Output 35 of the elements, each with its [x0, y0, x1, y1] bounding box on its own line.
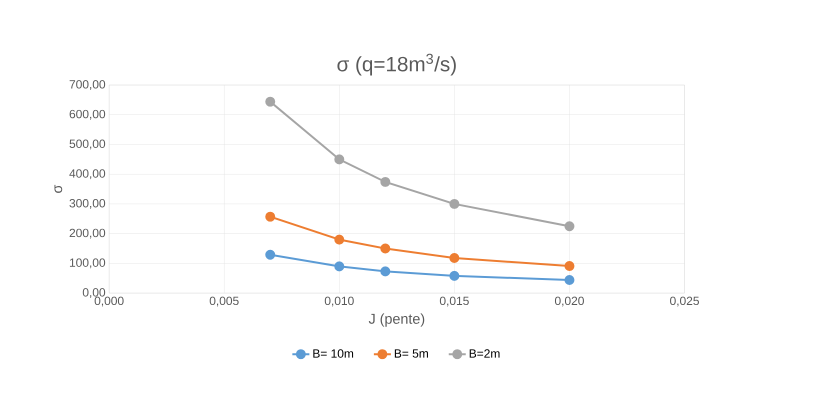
legend-label: B= 10m — [313, 349, 354, 358]
y-tick-label: 700,00 — [70, 80, 106, 90]
point — [449, 198, 460, 209]
y-tick-label: 600,00 — [70, 110, 106, 120]
y-tick-label: 300,00 — [70, 198, 106, 209]
x-axis-title: J (pente) — [368, 313, 424, 327]
x-tick-label: 0,020 — [554, 296, 584, 306]
point — [380, 176, 390, 187]
y-tick-label: 500,00 — [70, 140, 106, 150]
legend-label: B= 5m — [394, 349, 428, 358]
x-tick-label: 0,015 — [440, 296, 469, 306]
point — [449, 270, 460, 281]
y-tick-label: 0,00 — [82, 288, 106, 298]
x-tick-label: 0,010 — [324, 296, 354, 306]
point — [380, 266, 390, 276]
y-tick-label: 200,00 — [70, 228, 106, 239]
x-tick-label: 0,025 — [670, 296, 699, 306]
y-axis-title: σ — [54, 184, 62, 193]
point — [334, 154, 344, 164]
y-tick-label: 100,00 — [70, 258, 106, 268]
point — [265, 212, 276, 222]
x-tick-label: 0,005 — [210, 296, 239, 306]
point — [564, 261, 574, 272]
legend-label: B=2m — [470, 349, 500, 358]
chart-title: σ (q=18m$^{3}$/s) — [337, 54, 456, 76]
point — [334, 261, 344, 272]
x-tick-label: 0,000 — [94, 296, 124, 306]
point — [265, 96, 276, 107]
point — [564, 221, 574, 232]
point — [334, 234, 344, 245]
point — [265, 250, 276, 260]
point — [449, 253, 460, 263]
point — [564, 275, 574, 285]
y-tick-label: 400,00 — [69, 169, 106, 180]
point — [380, 244, 390, 254]
